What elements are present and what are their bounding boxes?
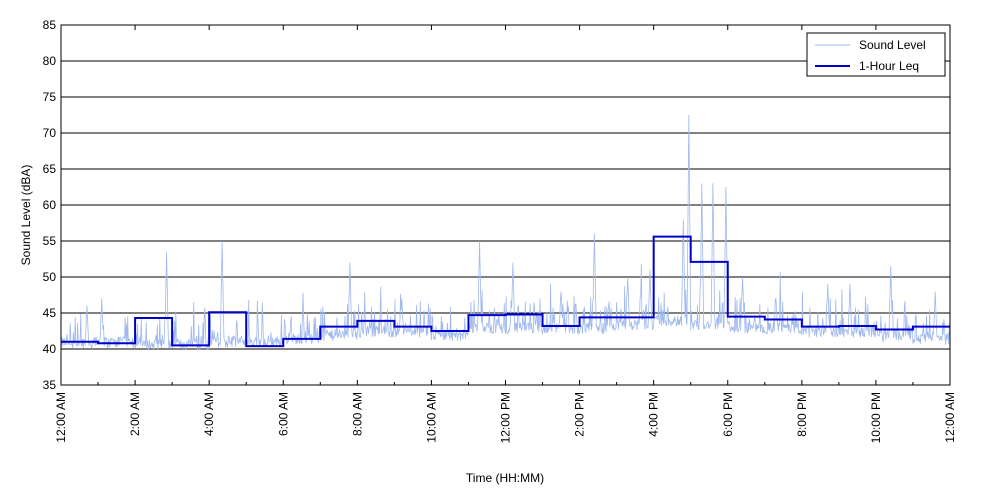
x-tick-label-0: 12:00 AM (54, 392, 68, 443)
legend-label-leq: 1-Hour Leq (859, 59, 919, 73)
y-tick-label-70: 70 (43, 126, 57, 140)
x-axis-title: Time (HH:MM) (466, 471, 544, 485)
x-tick-label-11: 10:00 PM (869, 392, 883, 443)
x-tick-label-12: 12:00 AM (943, 392, 957, 443)
leq-series (61, 235, 950, 348)
x-tick-label-4: 8:00 AM (350, 392, 364, 436)
y-axis: 35 40 45 50 55 60 65 70 75 80 85 (43, 18, 950, 392)
y-tick-label-50: 50 (43, 270, 57, 284)
y-axis-title: Sound Level (dBA) (19, 165, 33, 266)
y-tick-label-60: 60 (43, 198, 57, 212)
x-tick-label-7: 2:00 PM (573, 392, 587, 437)
x-tick-label-6: 12:00 PM (499, 392, 513, 443)
y-tick-label-80: 80 (43, 54, 57, 68)
legend-box (806, 32, 946, 77)
x-tick-label-10: 8:00 PM (795, 392, 809, 437)
x-tick-label-5: 10:00 AM (424, 392, 438, 443)
leq-step-line (61, 235, 950, 348)
y-tick-label-35: 35 (43, 378, 57, 392)
x-tick-label-9: 6:00 PM (721, 392, 735, 437)
legend: Sound Level 1-Hour Leq (806, 32, 946, 77)
x-tick-label-1: 2:00 AM (128, 392, 142, 436)
y-tick-label-45: 45 (43, 306, 57, 320)
y-tick-label-55: 55 (43, 234, 57, 248)
x-axis: 12:00 AM 2:00 AM 4:00 AM 6:00 AM 8:00 AM 10:0… (54, 25, 957, 443)
x-tick-label-3: 6:00 AM (276, 392, 290, 436)
x-tick-label-2: 4:00 AM (202, 392, 216, 436)
y-tick-label-75: 75 (43, 90, 57, 104)
x-tick-label-8: 4:00 PM (647, 392, 661, 437)
y-tick-label-65: 65 (43, 162, 57, 176)
y-tick-label-40: 40 (43, 342, 57, 356)
y-tick-label-85: 85 (43, 18, 57, 32)
legend-label-sound-level: Sound Level (859, 38, 926, 52)
